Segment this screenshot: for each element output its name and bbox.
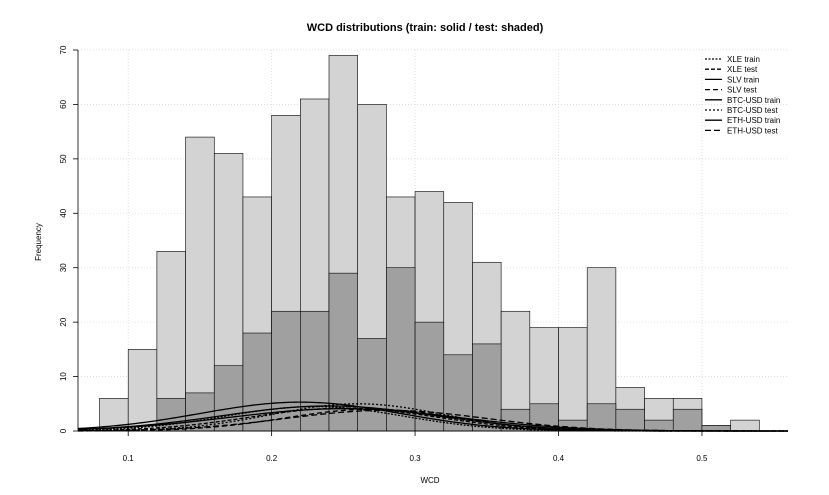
test-bar: [586, 403, 617, 432]
y-tick-label: 40: [59, 208, 68, 217]
legend-label: SLV test: [727, 86, 757, 95]
x-tick-label: 0.2: [266, 454, 278, 463]
test-bar: [472, 343, 502, 432]
train-bar: [185, 136, 215, 432]
density-curve: [77, 405, 788, 432]
y-axis-label: Frequency: [34, 223, 43, 261]
legend-label: BTC-USD test: [727, 106, 778, 115]
legend-label: XLE test: [727, 65, 758, 74]
y-tick-label: 20: [59, 317, 68, 326]
chart-title: WCD distributions (train: solid / test: …: [307, 22, 544, 34]
density-curve: [77, 409, 788, 432]
x-tick-label: 0.1: [123, 454, 135, 463]
y-tick-label: 50: [59, 154, 68, 163]
y-axis: 0 10 20 30 40 50 60 70: [59, 45, 79, 433]
y-tick-label: 10: [59, 372, 68, 381]
x-tick-label: 0.4: [553, 454, 565, 463]
y-tick-label: 30: [59, 263, 68, 272]
test-bar: [386, 267, 416, 432]
legend-label: SLV train: [727, 75, 759, 84]
test-bar: [701, 425, 731, 432]
legend-label: ETH-USD test: [727, 126, 778, 135]
train-bar: [730, 419, 760, 432]
y-tick-label: 70: [59, 45, 68, 54]
train-bar: [127, 349, 158, 432]
y-tick-label: 0: [59, 428, 68, 433]
test-bar: [615, 408, 645, 432]
test-bar: [672, 408, 703, 432]
x-axis: 0.1 0.2 0.3 0.4 0.5: [78, 430, 788, 463]
x-tick-label: 0.5: [696, 454, 708, 463]
x-axis-label: WCD: [420, 476, 439, 485]
legend-label: ETH-USD train: [727, 116, 780, 125]
x-tick-label: 0.3: [410, 454, 422, 463]
legend-label: BTC-USD train: [727, 96, 780, 105]
test-bar: [357, 338, 387, 432]
test-bar: [300, 310, 330, 432]
train-bar: [558, 327, 588, 432]
y-tick-label: 60: [59, 99, 68, 108]
test-bar: [644, 419, 674, 432]
legend-label: XLE train: [727, 55, 760, 64]
